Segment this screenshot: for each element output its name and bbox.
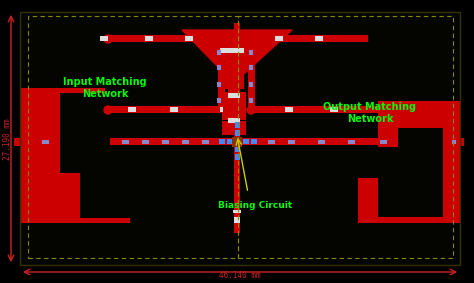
Bar (348, 140, 355, 144)
Bar (378, 101, 460, 143)
Circle shape (104, 106, 112, 114)
Bar (249, 98, 253, 103)
Bar (224, 72, 244, 89)
Bar (234, 23, 240, 142)
Bar (232, 137, 242, 147)
Bar (228, 118, 240, 123)
Bar (222, 121, 246, 135)
Bar (80, 173, 130, 218)
Bar (235, 122, 240, 128)
Bar (20, 178, 130, 223)
Bar (219, 139, 225, 144)
Bar (220, 107, 223, 112)
Bar (60, 93, 110, 173)
Bar (105, 35, 112, 42)
Bar (42, 140, 49, 144)
Bar (185, 36, 193, 41)
Bar (249, 50, 253, 55)
Bar (20, 138, 460, 145)
Bar (182, 140, 189, 144)
Text: 27.190 mm: 27.190 mm (2, 118, 11, 160)
Bar (142, 140, 149, 144)
Bar (20, 88, 105, 183)
Bar (218, 106, 223, 113)
Bar (235, 154, 240, 160)
Bar (217, 50, 221, 55)
Bar (318, 140, 325, 144)
Bar (202, 140, 209, 144)
Bar (315, 36, 323, 41)
Circle shape (104, 35, 112, 43)
Bar (330, 107, 338, 112)
Bar (145, 36, 153, 41)
Bar (249, 82, 253, 87)
Text: Output Matching
Network: Output Matching Network (323, 102, 417, 124)
Circle shape (247, 106, 255, 114)
Bar (235, 130, 240, 136)
Bar (268, 140, 275, 144)
Bar (275, 36, 283, 41)
Bar (102, 140, 109, 144)
Bar (82, 140, 89, 144)
Text: Biasing Circuit: Biasing Circuit (218, 200, 292, 209)
Bar (235, 138, 240, 144)
Bar (248, 106, 378, 113)
Bar (248, 35, 368, 42)
Bar (228, 93, 240, 98)
Bar (14, 138, 22, 146)
Bar (170, 107, 178, 112)
Bar (62, 140, 69, 144)
Bar (217, 65, 221, 70)
Bar (220, 48, 244, 53)
Bar (378, 103, 460, 183)
Bar (222, 92, 246, 120)
Bar (249, 65, 253, 70)
Bar (243, 139, 249, 144)
Bar (234, 217, 240, 223)
Bar (234, 122, 240, 162)
Bar (248, 42, 255, 106)
Bar (395, 145, 460, 183)
Bar (432, 140, 439, 144)
Bar (228, 87, 240, 95)
Bar (227, 139, 233, 144)
Bar (235, 146, 240, 152)
Bar (105, 106, 220, 113)
Bar (20, 12, 460, 265)
Bar (122, 140, 129, 144)
Bar (285, 107, 293, 112)
Bar (28, 16, 238, 258)
Bar (408, 140, 415, 144)
Bar (378, 147, 443, 217)
Bar (128, 107, 136, 112)
Circle shape (247, 35, 255, 43)
Bar (238, 16, 453, 258)
Bar (358, 178, 460, 223)
Bar (288, 140, 295, 144)
Bar (105, 36, 108, 41)
Text: Input Matching
Network: Input Matching Network (63, 77, 147, 99)
Bar (20, 12, 460, 265)
Bar (218, 42, 225, 106)
Bar (217, 139, 257, 145)
Bar (162, 140, 169, 144)
Bar (380, 140, 387, 144)
Bar (105, 35, 220, 42)
Text: 46.140 mm: 46.140 mm (219, 271, 261, 280)
Bar (251, 139, 257, 144)
Bar (100, 36, 105, 41)
Bar (217, 98, 221, 103)
Bar (233, 210, 241, 213)
Bar (452, 140, 459, 144)
Bar (456, 138, 464, 146)
Bar (234, 142, 240, 233)
Bar (398, 128, 443, 183)
Bar (217, 82, 221, 87)
Polygon shape (182, 30, 292, 73)
